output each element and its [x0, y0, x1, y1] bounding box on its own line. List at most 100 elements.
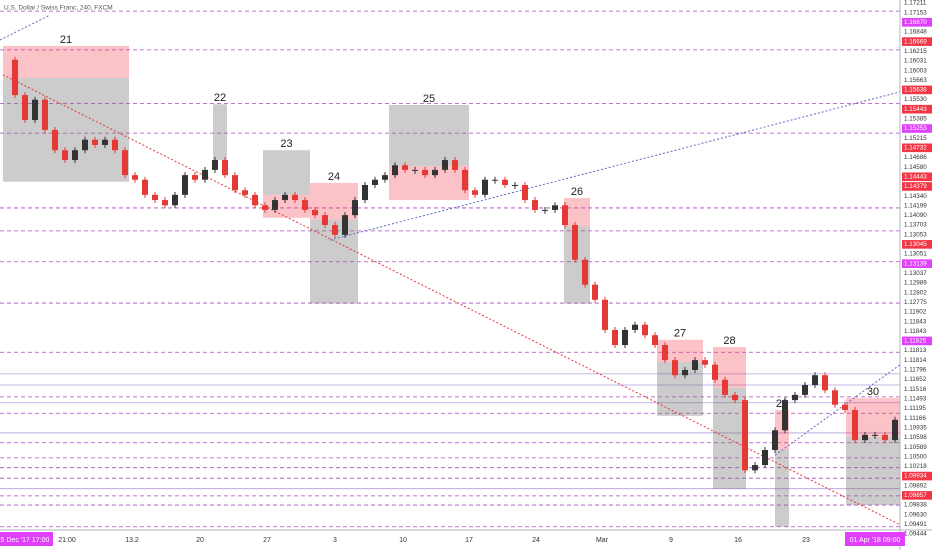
candle-body [602, 299, 608, 330]
y-tick-label: 1.15253 [904, 125, 927, 132]
box-label: 30 [867, 386, 879, 398]
price-label-bg [902, 471, 932, 481]
candle-body [262, 205, 268, 210]
box-gray [3, 78, 129, 182]
y-tick-label: 1.11843 [904, 318, 927, 325]
y-tick-label: 1.15385 [904, 116, 927, 123]
y-tick-label: 1.16003 [904, 67, 927, 74]
candle-body [22, 95, 28, 121]
candle-body [862, 434, 868, 441]
candle-body [822, 375, 828, 391]
candle-body [712, 364, 718, 380]
x-tick-label: 21:00 [58, 537, 76, 544]
candle-body [852, 409, 858, 441]
box-red [564, 198, 590, 227]
candle-body [382, 175, 388, 180]
box-gray [213, 104, 227, 161]
candle-body [872, 434, 878, 436]
candle-body [582, 259, 588, 285]
candle-body [182, 175, 188, 195]
price-label-bg [902, 259, 932, 268]
y-tick-label: 1.11652 [904, 376, 927, 383]
candle-body [42, 99, 48, 130]
y-tick-label: 1.11493 [904, 396, 927, 403]
trendline [0, 14, 51, 41]
candle-body [562, 205, 568, 225]
candle-body [812, 375, 818, 386]
candle-body [242, 190, 248, 195]
box-gray [713, 387, 746, 489]
candle-body [482, 179, 488, 195]
x-tick-label: 01 Apr '18 09:00 [850, 537, 901, 544]
y-tick-label: 1.14090 [904, 212, 927, 219]
candle-body [802, 385, 808, 395]
y-tick-label: 1.11813 [904, 347, 927, 354]
y-tick-label: 1.15638 [904, 87, 927, 94]
x-tick-label: 25 Dec '17 17:00 [0, 537, 49, 544]
candle-body [792, 394, 798, 401]
y-tick-label: 1.10935 [904, 424, 927, 431]
candle-body [412, 169, 418, 171]
candle-body [762, 449, 768, 466]
y-tick-label: 1.11166 [904, 415, 926, 422]
y-tick-label: 1.10598 [904, 434, 927, 441]
y-tick-label: 1.11814 [904, 357, 927, 364]
chart-title: U.S. Dollar / Swiss Franc, 240, FXCM [4, 5, 113, 12]
candle-body [642, 324, 648, 336]
candle-body [752, 465, 758, 471]
candle-body [102, 139, 108, 145]
y-tick-label: 1.13053 [904, 231, 927, 238]
candle-body [492, 179, 498, 181]
box-gray [775, 449, 789, 527]
y-tick-label: 1.14686 [904, 154, 927, 161]
candle-body [892, 419, 898, 441]
time-label-bg [845, 532, 905, 546]
y-tick-label: 1.09857 [904, 492, 927, 499]
y-tick-label: 1.11902 [904, 309, 927, 316]
y-tick-label: 1.15443 [904, 106, 927, 113]
box-label: 22 [214, 92, 226, 104]
y-tick-label: 1.14443 [904, 173, 927, 180]
candle-body [442, 160, 448, 170]
x-tick-label: 16 [734, 537, 742, 544]
candle-body [12, 59, 18, 96]
y-tick-label: 1.09491 [904, 521, 927, 528]
price-label-bg [902, 172, 932, 182]
candle-body [232, 175, 238, 191]
y-tick-label: 1.16848 [904, 29, 927, 36]
x-tick-label: 9 [669, 537, 673, 544]
candle-body [462, 169, 468, 191]
price-label-bg [902, 37, 932, 46]
box-red [3, 45, 129, 79]
time-label-bg [0, 532, 53, 546]
x-tick-label: 23 [802, 537, 810, 544]
candle-body [142, 179, 148, 195]
candle-body [672, 360, 678, 376]
candle-body [202, 169, 208, 180]
candle-body [152, 194, 158, 201]
candle-body [212, 160, 218, 170]
candle-body [882, 434, 888, 441]
candle-body [272, 200, 278, 210]
y-tick-label: 1.11825 [904, 338, 927, 345]
candle-body [292, 194, 298, 201]
candle-body [722, 379, 728, 395]
y-tick-label: 1.10218 [904, 463, 927, 470]
candle-body [682, 369, 688, 376]
candle-body [732, 394, 738, 401]
box-label: 28 [723, 335, 735, 347]
candle-body [432, 169, 438, 176]
candle-body [512, 184, 518, 186]
candle-body [772, 430, 778, 450]
y-tick-label: 1.13139 [904, 260, 927, 267]
candle-body [62, 150, 68, 161]
y-tick-label: 1.14732 [904, 144, 927, 151]
candle-body [742, 400, 748, 471]
y-tick-label: 1.17153 [904, 9, 927, 16]
price-label-bg [902, 182, 932, 191]
box-label: 24 [328, 171, 340, 183]
candle-body [502, 179, 508, 185]
box-label: 26 [571, 186, 583, 198]
